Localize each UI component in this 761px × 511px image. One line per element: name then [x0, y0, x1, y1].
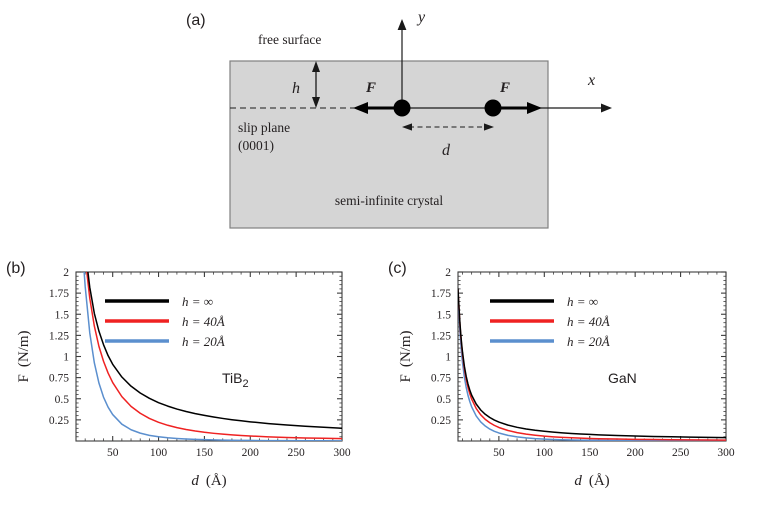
x-tick-label: 200: [627, 447, 645, 459]
panel-c: (c) 50 100 150 200 250 300 0.25 0.5 0.75 1 1.25 1.5…: [380, 255, 761, 511]
material-annotation: GaN: [608, 370, 637, 386]
d-arrowhead-right: [484, 123, 494, 131]
force-left-arrowhead: [353, 102, 368, 114]
crystal-body-rect: [229, 60, 549, 229]
y-tick-label: 1.25: [49, 330, 69, 342]
x-tick-label: 300: [333, 447, 351, 459]
x-tick-label: 100: [150, 447, 168, 459]
legend-label-h_40: h = 40Å: [567, 314, 610, 329]
x-axis-title: d (Å): [574, 473, 609, 489]
y-tick-label: 0.75: [49, 373, 69, 385]
chart-b-svg: 50 100 150 200 250 300 0.25 0.5 0.75 1 1.25 1.5 1.75…: [16, 267, 351, 489]
curves-group: [83, 272, 342, 441]
y-tick-label: 1.5: [55, 309, 70, 321]
force-label-right: F: [499, 80, 510, 96]
y-tick-label: 0.5: [437, 394, 452, 406]
dislocation-dot-right: [484, 99, 502, 117]
panel-b-label: (b): [6, 260, 26, 277]
y-tick-label: 1.75: [49, 288, 69, 300]
chart-c-svg: 50 100 150 200 250 300 0.25 0.5 0.75 1 1.25 1.5 1.75…: [398, 267, 735, 489]
y-tick-label: 1.25: [431, 330, 451, 342]
x-axis-label: x: [587, 72, 595, 89]
y-axis-title: F(N/m): [398, 330, 414, 382]
legend-label-h_20: h = 20Å: [182, 334, 225, 349]
y-axis-title: F(N/m): [16, 330, 32, 382]
legend-label-h_inf: h = ∞: [182, 294, 213, 309]
y-tick-label: 0.25: [431, 415, 451, 427]
d-label: d: [442, 142, 451, 159]
slip-plane-label-line2: (0001): [238, 138, 274, 153]
force-right-arrowhead: [527, 102, 542, 114]
y-tick-label: 1: [445, 352, 451, 364]
y-tick-label: 0.75: [431, 373, 451, 385]
series-line-h_40: [86, 272, 342, 440]
h-label: h: [292, 80, 300, 97]
x-axis-title: d (Å): [191, 473, 226, 489]
x-axis-arrowhead: [601, 103, 612, 113]
y-axis-label: y: [416, 9, 426, 26]
schematic-diagram: free surface slip plane (0001) semi-infi…: [229, 9, 612, 229]
legend-label-h_40: h = 40Å: [182, 314, 225, 329]
panel-b: (b) 50 100 150 200 250 300 0.25 0.5 0.75 1 1.25 1.5…: [0, 255, 380, 511]
y-axis-arrowhead: [397, 19, 407, 30]
x-tick-label: 250: [288, 447, 306, 459]
d-arrowhead-left: [402, 123, 412, 131]
y-tick-label: 0.25: [49, 415, 69, 427]
material-annotation: TiB2: [222, 370, 249, 390]
series-line-h_20: [83, 272, 342, 441]
h-arrowhead-bottom: [312, 97, 320, 108]
series-line-h_40: [458, 289, 726, 441]
panel-c-label: (c): [388, 260, 407, 277]
y-tick-label: 1: [63, 352, 69, 364]
panel-a-label: (a): [186, 12, 206, 29]
x-tick-label: 300: [717, 447, 735, 459]
series-line-h_inf: [87, 272, 342, 429]
curves-group: [458, 288, 726, 441]
y-tick-label: 2: [63, 267, 69, 279]
slip-plane-label-line1: slip plane: [238, 120, 290, 135]
body-label: semi-infinite crystal: [335, 193, 444, 208]
chart-legend: h = ∞ h = 40Å h = 20Å: [105, 294, 225, 349]
series-line-h_20: [458, 295, 726, 441]
y-tick-label: 2: [445, 267, 451, 279]
chart-legend: h = ∞ h = 40Å h = 20Å: [490, 294, 610, 349]
y-tick-label: 1.5: [437, 309, 452, 321]
x-tick-label: 200: [242, 447, 260, 459]
x-tick-label: 150: [196, 447, 214, 459]
force-label-left: F: [365, 80, 376, 96]
y-tick-label: 0.5: [55, 394, 70, 406]
x-tick-label: 250: [672, 447, 690, 459]
x-tick-label: 100: [536, 447, 554, 459]
y-tick-label: 1.75: [431, 288, 451, 300]
dislocation-dot-left: [393, 99, 411, 117]
x-tick-label: 50: [493, 447, 505, 459]
free-surface-label: free surface: [258, 32, 321, 47]
h-arrowhead-top: [312, 61, 320, 72]
legend-label-h_inf: h = ∞: [567, 294, 598, 309]
x-tick-label: 50: [107, 447, 119, 459]
legend-label-h_20: h = 20Å: [567, 334, 610, 349]
x-tick-label: 150: [581, 447, 599, 459]
series-line-h_inf: [458, 288, 726, 439]
